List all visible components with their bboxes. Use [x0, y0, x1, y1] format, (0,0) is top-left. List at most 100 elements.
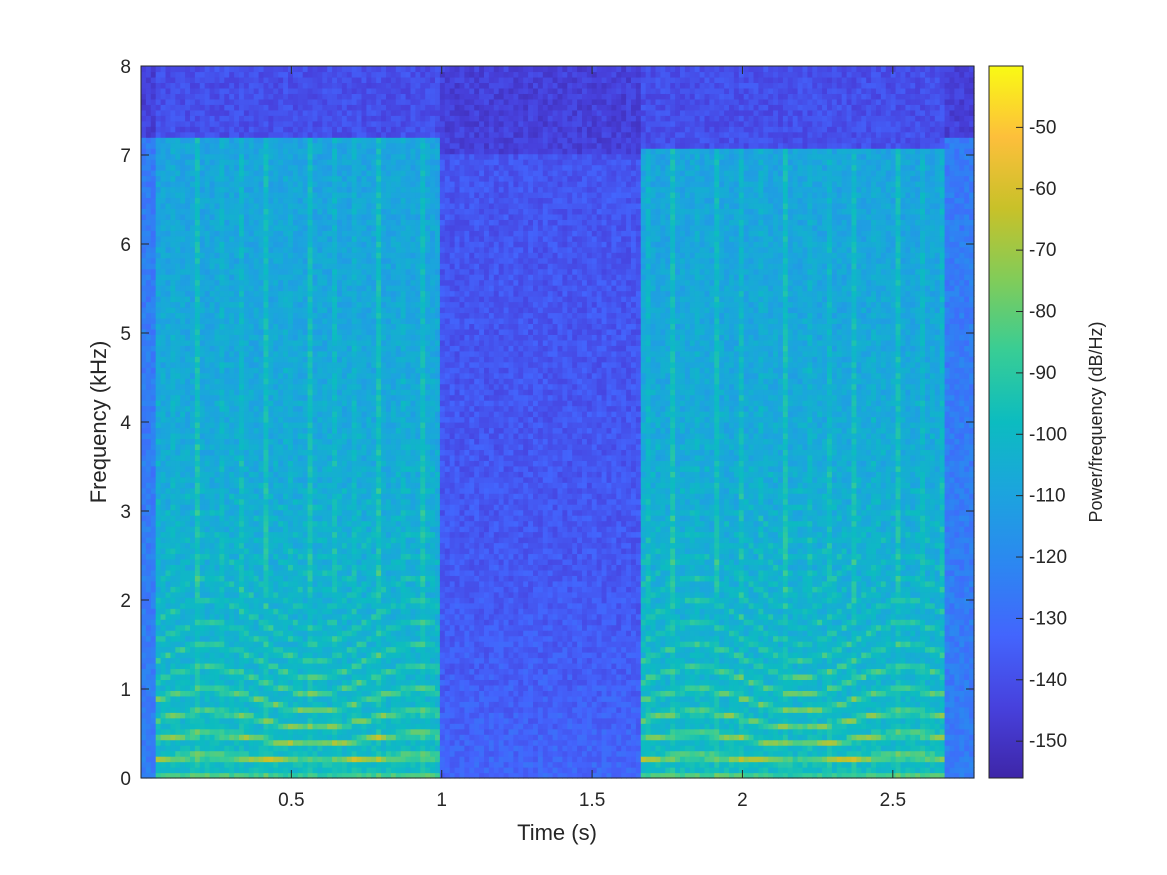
spectrogram-cell [175, 202, 181, 209]
spectrogram-cell [170, 181, 176, 188]
spectrogram-cell [243, 652, 250, 659]
spectrogram-cell [175, 296, 181, 303]
spectrogram-cell [253, 597, 260, 604]
spectrogram-cell [165, 378, 171, 385]
spectrogram-cell [322, 202, 328, 209]
spectrogram-cell [292, 82, 299, 89]
spectrogram-cell [307, 126, 314, 133]
spectrogram-cell [194, 712, 201, 719]
spectrogram-cell [297, 170, 304, 177]
spectrogram-cell [204, 482, 211, 489]
spectrogram-cell [219, 301, 225, 308]
spectrogram-cell [160, 394, 167, 401]
spectrogram-cell [175, 186, 181, 193]
spectrogram-cell [243, 241, 250, 248]
spectrogram-cell [141, 400, 147, 407]
spectrogram-cell [258, 482, 265, 489]
spectrogram-cell [175, 493, 181, 500]
spectrogram-cell [219, 235, 225, 242]
spectrogram-cell [263, 296, 269, 303]
spectrogram-cell [278, 159, 284, 166]
spectrogram-cell [170, 257, 176, 264]
spectrogram-cell [194, 509, 201, 516]
spectrogram-cell [170, 756, 176, 763]
spectrogram-cell [317, 558, 323, 565]
spectrogram-cell [209, 547, 216, 555]
spectrogram-cell [185, 701, 191, 708]
spectrogram-cell [170, 378, 176, 385]
spectrogram-cell [258, 323, 265, 330]
spectrogram-cell [268, 389, 274, 396]
spectrogram-cell [190, 706, 196, 713]
spectrogram-cell [199, 597, 206, 604]
spectrogram-cell [302, 191, 309, 199]
spectrogram-cell [258, 493, 265, 500]
spectrogram-cell [214, 148, 220, 155]
spectrogram-cell [322, 170, 328, 177]
spectrogram-cell [194, 635, 201, 642]
spectrogram-cell [141, 460, 147, 467]
spectrogram-cell [141, 274, 147, 281]
spectrogram-cell [288, 285, 294, 292]
spectrogram-cell [243, 597, 250, 604]
spectrogram-cell [243, 389, 250, 396]
spectrogram-cell [243, 268, 250, 275]
spectrogram-cell [327, 558, 333, 565]
spectrogram-cell [155, 772, 162, 779]
spectrogram-cell [229, 197, 235, 204]
spectrogram-cell [185, 482, 191, 489]
spectrogram-cell [155, 761, 162, 768]
spectrogram-cell [283, 602, 289, 609]
spectrogram-cell [317, 679, 323, 686]
spectrogram-cell [185, 717, 191, 724]
spectrogram-cell [288, 257, 294, 264]
spectrogram-cell [229, 465, 235, 472]
spectrogram-cell [229, 602, 235, 609]
spectrogram-cell [145, 619, 152, 626]
spectrogram-cell [229, 531, 235, 538]
spectrogram-cell [155, 208, 162, 215]
spectrogram-cell [322, 120, 328, 127]
spectrogram-cell [224, 695, 230, 702]
spectrogram-cell [141, 662, 147, 670]
spectrogram-cell [322, 597, 328, 604]
spectrogram-cell [204, 290, 211, 297]
spectrogram-cell [199, 460, 206, 467]
spectrogram-cell [253, 641, 260, 648]
spectrogram-cell [239, 608, 245, 615]
spectrogram-cell [253, 668, 260, 675]
spectrogram-cell [302, 657, 309, 664]
spectrogram-cell [185, 575, 191, 582]
spectrogram-cell [204, 531, 211, 538]
spectrogram-cell [317, 608, 323, 615]
spectrogram-cell [248, 547, 255, 555]
spectrogram-cell [170, 159, 176, 166]
spectrogram-cell [141, 537, 147, 544]
spectrogram-cell [145, 476, 152, 483]
spectrogram-cell [150, 126, 157, 133]
spectrogram-cell [199, 339, 206, 346]
spectrogram-cell [165, 263, 171, 270]
spectrogram-cell [204, 202, 211, 209]
spectrogram-cell [194, 263, 201, 270]
spectrogram-cell [239, 706, 245, 713]
spectrogram-cell [243, 602, 250, 609]
spectrogram-cell [317, 241, 323, 248]
spectrogram-cell [288, 186, 294, 193]
spectrogram-cell [268, 257, 274, 264]
spectrogram-cell [229, 662, 235, 670]
spectrogram-cell [288, 580, 294, 587]
spectrogram-cell [263, 235, 269, 242]
spectrogram-cell [302, 66, 309, 73]
spectrogram-cell [204, 515, 211, 522]
spectrogram-cell [160, 422, 167, 429]
spectrogram-cell [297, 695, 304, 702]
spectrogram-cell [292, 148, 299, 155]
spectrogram-cell [145, 197, 152, 204]
spectrogram-cell [268, 580, 274, 587]
spectrogram-cell [283, 235, 289, 242]
spectrogram-cell [219, 422, 225, 429]
spectrogram-cell [150, 734, 157, 741]
spectrogram-cell [327, 717, 333, 724]
spectrogram-cell [239, 274, 245, 281]
